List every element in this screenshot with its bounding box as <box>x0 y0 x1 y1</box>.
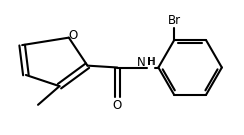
Text: N: N <box>137 56 145 69</box>
Text: H: H <box>147 57 155 67</box>
Text: H: H <box>148 57 156 67</box>
Text: Br: Br <box>168 14 181 27</box>
Text: O: O <box>68 29 78 42</box>
Text: O: O <box>113 99 122 112</box>
